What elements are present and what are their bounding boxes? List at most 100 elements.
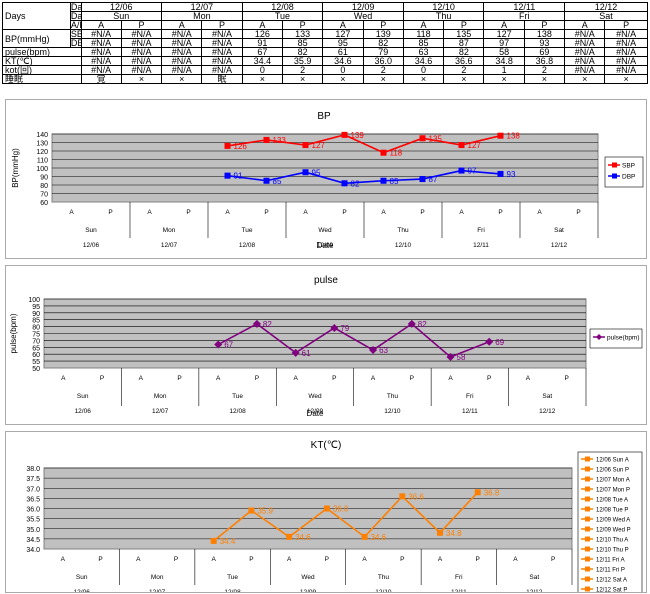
- date-cell: 12/07: [161, 2, 243, 12]
- day-cell: Wed: [322, 11, 404, 21]
- chart-title: pulse: [314, 275, 338, 286]
- table-cell: #N/A: [161, 38, 203, 48]
- day-cell: Tue: [241, 11, 324, 21]
- day-cell: Sun: [80, 11, 163, 21]
- table-row: BP(mmHg)SBP#N/A#N/A#N/A#N/A1261331271391…: [2, 29, 648, 48]
- x-day-label: Thu: [378, 574, 390, 581]
- day-cell: Mon: [161, 11, 243, 21]
- data-label: 82: [418, 320, 427, 329]
- data-point: [474, 489, 481, 496]
- data-label: 85: [273, 177, 282, 186]
- legend-marker: [585, 586, 590, 592]
- x-tick-label: P: [325, 556, 329, 563]
- legend-marker: [585, 526, 590, 532]
- x-tick-label: A: [136, 556, 141, 563]
- table-cell: 36.0: [362, 56, 404, 66]
- x-tick-label: P: [342, 209, 346, 216]
- x-tick-label: P: [100, 375, 104, 382]
- date-cell: 12/09: [322, 2, 404, 12]
- data-label: 91: [234, 172, 243, 181]
- y-tick-label: 50: [32, 366, 40, 373]
- data-point: [380, 177, 387, 184]
- y-tick-label: 100: [36, 166, 48, 173]
- table-cell: #N/A: [120, 65, 163, 75]
- table-cell: #N/A: [201, 47, 243, 57]
- legend-marker: [585, 496, 590, 502]
- data-label: 87: [429, 175, 438, 184]
- data-label: 67: [224, 341, 233, 350]
- day-cell: Sat: [564, 11, 648, 21]
- table-cell: #N/A: [201, 38, 243, 48]
- legend-marker: [585, 536, 590, 542]
- table-cell: 67: [241, 47, 283, 57]
- table-cell: 87: [443, 38, 485, 48]
- x-tick-label: A: [61, 556, 66, 563]
- x-axis-label: Date: [307, 409, 324, 418]
- table-cell: #N/A: [120, 38, 163, 48]
- data-point: [224, 142, 231, 149]
- y-tick-label: 75: [32, 332, 40, 339]
- x-tick-label: A: [293, 375, 298, 382]
- legend-label: 12/10 Thu A: [596, 538, 628, 544]
- table-cell: #N/A: [120, 56, 163, 66]
- kt-chart: KT(℃) 34.0 34.5 35.0 35.5 36.0 36.5 37.0 37.5 38.…: [5, 431, 647, 593]
- x-tick-label: P: [487, 375, 491, 382]
- legend-label: 12/07 Mon P: [596, 488, 630, 494]
- data-label: 36.8: [484, 488, 500, 497]
- legend-marker: [585, 506, 590, 512]
- legend-marker: [585, 466, 590, 472]
- x-tick-label: A: [537, 209, 542, 216]
- table-cell: #N/A: [80, 29, 122, 39]
- table-cell: 95: [322, 38, 364, 48]
- legend-label: SBP: [622, 163, 635, 170]
- ap-cell: A: [322, 20, 364, 30]
- data-point: [497, 170, 504, 177]
- x-tick-label: A: [287, 556, 292, 563]
- legend-marker: [585, 516, 590, 522]
- data-point: [419, 135, 426, 142]
- row-label: SBP: [69, 29, 82, 39]
- data-label: 93: [507, 170, 516, 179]
- x-date-label: 12/06: [83, 242, 100, 249]
- table-cell: 34.4: [241, 56, 283, 66]
- y-tick-label: 130: [36, 141, 48, 148]
- data-label: 135: [429, 134, 443, 143]
- legend-box: [589, 328, 643, 349]
- legend-marker: [585, 476, 590, 482]
- table-cell: #N/A: [201, 29, 243, 39]
- table-cell: #N/A: [80, 65, 122, 75]
- table-cell: #N/A: [80, 38, 122, 48]
- series-line: [227, 169, 501, 185]
- table-row: A/PAPAPAPAPAPAPAP: [3, 20, 648, 30]
- legend-marker: [585, 486, 590, 492]
- data-point: [407, 319, 416, 328]
- table-cell: #N/A: [80, 56, 122, 66]
- table-cell: ×: [443, 74, 485, 84]
- x-axis-label: Date: [317, 241, 334, 250]
- x-tick-label: A: [381, 209, 386, 216]
- y-tick-label: 36.0: [26, 507, 40, 514]
- ap-cell: P: [362, 20, 404, 30]
- y-tick-label: 120: [36, 149, 48, 156]
- x-date-label: 12/08: [224, 589, 241, 592]
- x-date-label: 12/12: [551, 242, 568, 249]
- legend-label: 12/11 Fri P: [596, 568, 625, 574]
- date-cell: 12/08: [241, 2, 324, 12]
- y-tick-label: 34.5: [26, 537, 40, 544]
- y-tick-label: 34.0: [26, 547, 40, 554]
- table-cell: ×: [483, 74, 525, 84]
- y-tick-label: 36.5: [26, 496, 40, 503]
- x-tick-label: A: [526, 375, 531, 382]
- vitals-table: DaysDate12/0612/0712/0812/0912/1012/1112…: [2, 2, 648, 84]
- legend-label: 12/10 Thu P: [596, 548, 629, 554]
- x-tick-label: P: [564, 375, 568, 382]
- x-day-label: Wed: [301, 574, 315, 581]
- table-cell: #N/A: [161, 29, 203, 39]
- x-date-label: 12/10: [384, 408, 401, 415]
- data-label: 58: [457, 353, 466, 362]
- data-label: 97: [468, 167, 477, 176]
- date-cell: 12/12: [564, 2, 648, 12]
- x-date-label: 12/10: [395, 242, 412, 249]
- data-point: [263, 136, 270, 143]
- data-label: 34.6: [371, 533, 387, 542]
